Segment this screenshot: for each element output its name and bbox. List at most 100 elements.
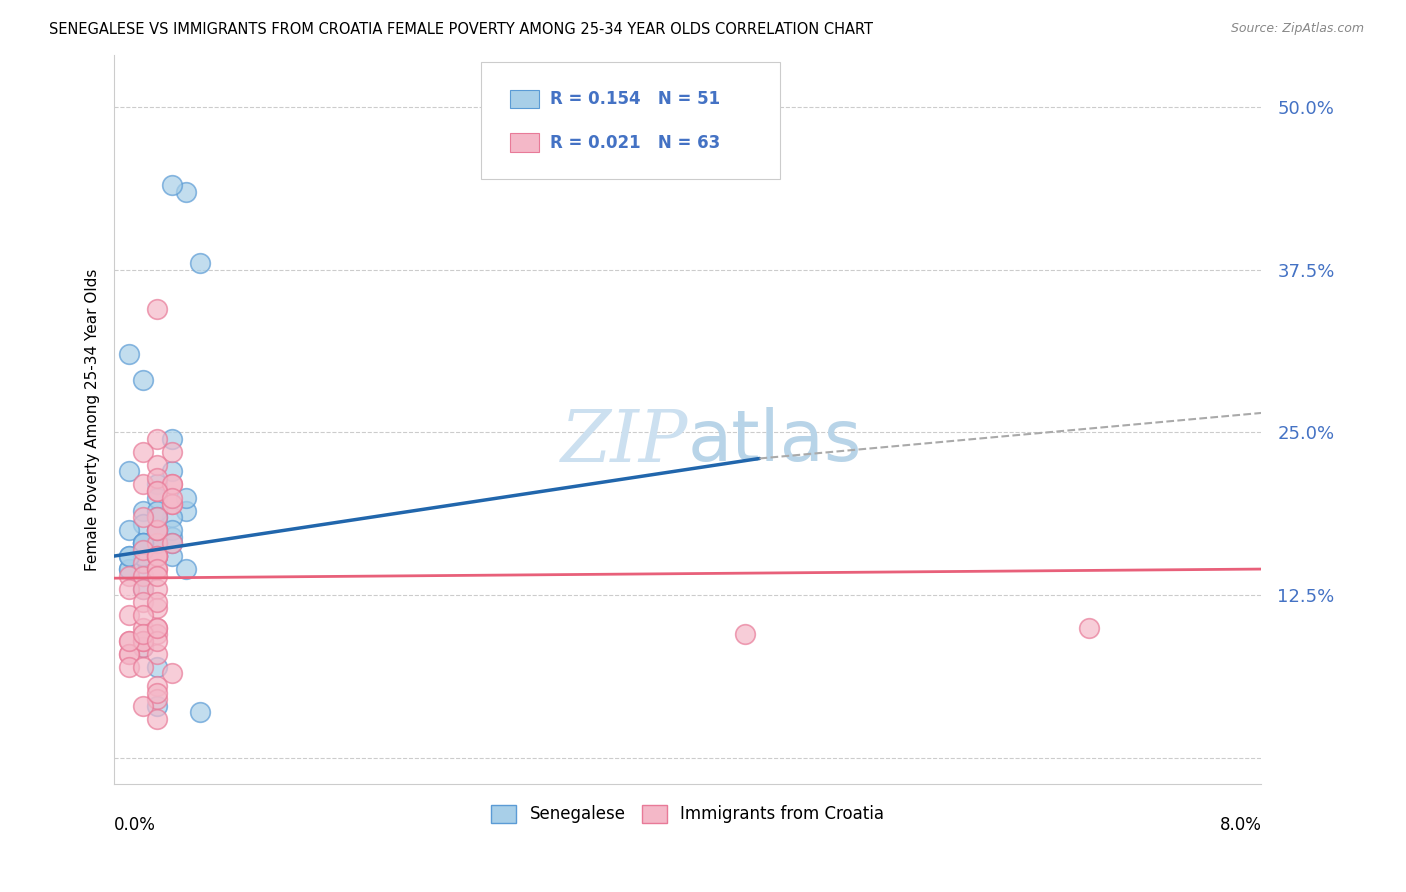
Point (117, 523, 139, 537)
Point (146, 568, 169, 582)
Point (132, 556, 155, 570)
Point (146, 483, 169, 498)
Point (160, 432, 183, 446)
Point (146, 536, 169, 550)
Text: ZIP: ZIP (561, 406, 688, 476)
Point (146, 503, 169, 517)
Point (146, 647, 169, 661)
Point (160, 523, 183, 537)
Point (117, 659, 139, 673)
Point (160, 178, 183, 193)
Point (132, 621, 155, 635)
Point (146, 523, 169, 537)
Point (146, 536, 169, 550)
Y-axis label: Female Poverty Among 25-34 Year Olds: Female Poverty Among 25-34 Year Olds (86, 268, 100, 571)
Point (117, 549, 139, 563)
Point (146, 483, 169, 498)
Point (117, 562, 139, 576)
Text: 8.0%: 8.0% (1219, 816, 1261, 834)
Point (146, 549, 169, 563)
Point (146, 712, 169, 726)
Point (146, 491, 169, 505)
Point (132, 373, 155, 387)
Point (188, 705, 211, 719)
Point (132, 582, 155, 596)
Point (160, 445, 183, 459)
Point (132, 549, 155, 563)
Point (146, 621, 169, 635)
Point (146, 529, 169, 543)
Point (146, 549, 169, 563)
Point (146, 549, 169, 563)
Point (117, 633, 139, 648)
Point (160, 465, 183, 479)
Point (146, 536, 169, 550)
Point (117, 568, 139, 582)
Point (132, 536, 155, 550)
Point (160, 666, 183, 681)
Point (146, 301, 169, 316)
Text: Source: ZipAtlas.com: Source: ZipAtlas.com (1230, 22, 1364, 36)
Point (117, 633, 139, 648)
Point (132, 594, 155, 608)
Point (132, 633, 155, 648)
Point (174, 491, 197, 505)
Point (132, 607, 155, 622)
Point (132, 542, 155, 557)
Point (146, 477, 169, 491)
Point (132, 568, 155, 582)
Point (132, 659, 155, 673)
Point (1078, 621, 1101, 635)
Point (146, 621, 169, 635)
Point (146, 432, 169, 446)
Point (132, 510, 155, 524)
Point (160, 529, 183, 543)
Text: R = 0.021   N = 63: R = 0.021 N = 63 (550, 134, 720, 152)
Point (132, 536, 155, 550)
Point (117, 582, 139, 596)
Point (132, 536, 155, 550)
Point (160, 497, 183, 511)
Point (160, 497, 183, 511)
Text: SENEGALESE VS IMMIGRANTS FROM CROATIA FEMALE POVERTY AMONG 25-34 YEAR OLDS CORRE: SENEGALESE VS IMMIGRANTS FROM CROATIA FE… (49, 22, 873, 37)
Point (160, 477, 183, 491)
Point (160, 549, 183, 563)
Point (132, 549, 155, 563)
Text: R = 0.154   N = 51: R = 0.154 N = 51 (550, 90, 720, 108)
Point (146, 562, 169, 576)
Point (160, 477, 183, 491)
Point (132, 627, 155, 641)
Point (132, 536, 155, 550)
Point (146, 549, 169, 563)
Point (132, 503, 155, 517)
Point (146, 458, 169, 472)
Point (146, 601, 169, 615)
Point (146, 686, 169, 700)
Point (132, 633, 155, 648)
Point (132, 640, 155, 654)
Point (174, 562, 197, 576)
Point (117, 465, 139, 479)
Point (132, 698, 155, 713)
Point (734, 627, 756, 641)
Point (160, 510, 183, 524)
Point (132, 556, 155, 570)
Point (132, 445, 155, 459)
Point (117, 647, 139, 661)
Point (146, 627, 169, 641)
Bar (510, 90, 538, 108)
Point (146, 582, 169, 596)
Bar (510, 134, 538, 152)
Point (146, 549, 169, 563)
Point (146, 679, 169, 693)
FancyBboxPatch shape (481, 62, 779, 179)
Point (117, 549, 139, 563)
Text: 0.0%: 0.0% (114, 816, 156, 834)
Point (132, 582, 155, 596)
Point (146, 549, 169, 563)
Point (146, 692, 169, 706)
Point (160, 491, 183, 505)
Point (132, 640, 155, 654)
Point (132, 516, 155, 531)
Text: atlas: atlas (688, 407, 862, 475)
